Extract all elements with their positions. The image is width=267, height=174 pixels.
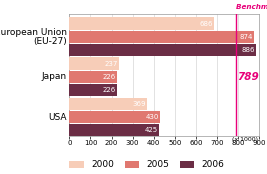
Text: 237: 237 xyxy=(105,61,118,67)
Text: (x 1000): (x 1000) xyxy=(232,137,258,142)
Text: 789: 789 xyxy=(237,72,259,82)
Bar xyxy=(69,97,147,110)
Bar xyxy=(69,17,214,30)
Text: Benchmark 2010: Benchmark 2010 xyxy=(237,4,267,10)
Bar xyxy=(69,124,159,137)
Bar xyxy=(69,44,256,56)
Bar xyxy=(69,84,117,96)
Text: 874: 874 xyxy=(239,34,253,40)
Text: 430: 430 xyxy=(146,114,159,120)
Bar xyxy=(69,111,160,123)
Legend: 2000, 2005, 2006: 2000, 2005, 2006 xyxy=(69,160,225,169)
Text: 226: 226 xyxy=(103,87,116,93)
Bar xyxy=(69,71,117,83)
Text: 369: 369 xyxy=(133,101,146,107)
Text: 886: 886 xyxy=(241,47,255,53)
Text: 686: 686 xyxy=(199,21,213,27)
Text: 425: 425 xyxy=(145,127,158,133)
Text: 226: 226 xyxy=(103,74,116,80)
Bar xyxy=(69,57,119,70)
Bar xyxy=(69,31,253,43)
